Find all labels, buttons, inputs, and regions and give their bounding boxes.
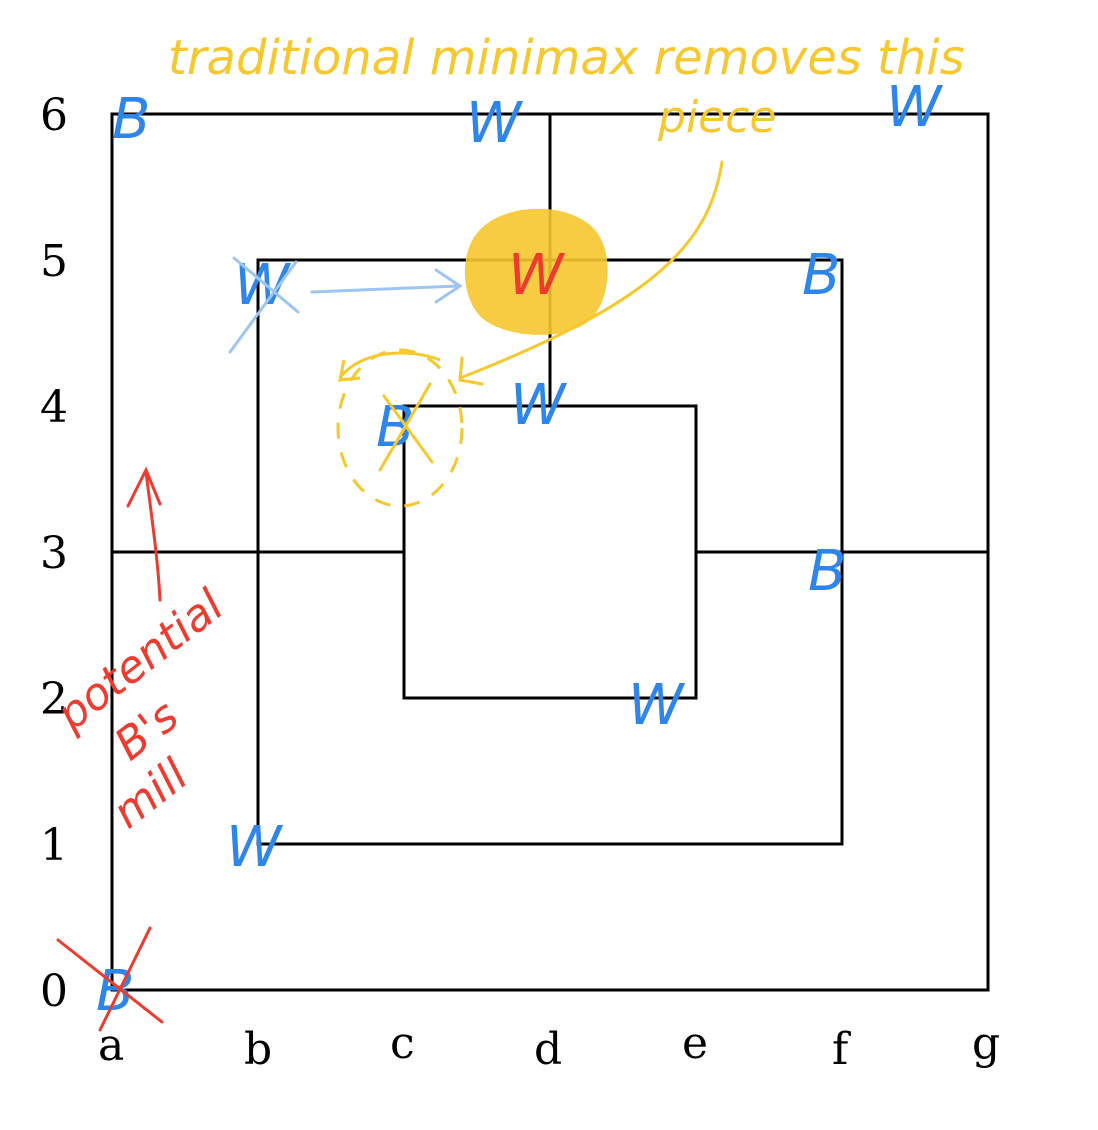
annotation-top-line1: traditional minimax removes this (168, 30, 965, 86)
rank-label-6: 6 (40, 90, 68, 141)
rank-labels: 6 5 4 3 2 1 0 (40, 90, 68, 1017)
file-label-c: c (390, 1018, 415, 1069)
rank-label-3: 3 (40, 528, 68, 579)
rank-label-4: 4 (40, 382, 68, 433)
file-label-d: d (534, 1024, 562, 1075)
rank-label-0: 0 (40, 966, 68, 1017)
inner-square (402, 404, 698, 700)
highlight-blob (464, 208, 608, 335)
rank-label-1: 1 (40, 820, 68, 871)
piece-f3: B (808, 539, 846, 604)
rank-label-5: 5 (40, 236, 68, 287)
move-arrow (310, 268, 463, 304)
cross-c4 (378, 382, 434, 472)
circle-arrow (338, 351, 441, 379)
cross-b5 (228, 256, 300, 354)
file-label-b: b (244, 1024, 272, 1075)
cross-a0 (56, 926, 164, 1032)
piece-d4: W (510, 373, 568, 438)
piece-d5: W (508, 243, 566, 308)
dashed-circle (336, 348, 464, 508)
piece-e2: W (628, 673, 686, 738)
annotation-top-line2: piece (657, 92, 777, 143)
rank-label-2: 2 (40, 674, 68, 725)
piece-d6: W (466, 91, 524, 156)
piece-f5: B (802, 243, 840, 308)
mill-arrow (126, 466, 162, 602)
file-label-e: e (682, 1018, 708, 1069)
annotation-side-line3: mill (103, 749, 198, 839)
file-label-f: f (832, 1024, 851, 1075)
piece-b1: W (226, 815, 284, 880)
piece-g6: W (886, 75, 944, 140)
file-labels: a b c d e f g (98, 1018, 1000, 1075)
file-label-g: g (972, 1018, 1000, 1069)
removal-arrow (458, 160, 724, 386)
circle-arrow-head (338, 359, 361, 382)
piece-a6: B (112, 87, 150, 152)
